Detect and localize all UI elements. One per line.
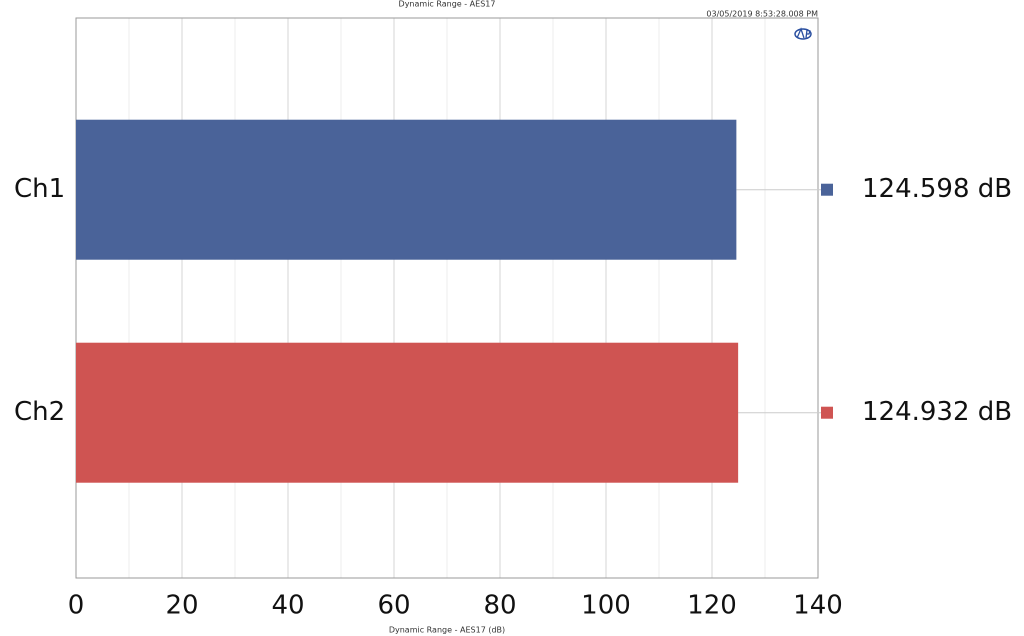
x-tick-label: 100 bbox=[581, 591, 631, 621]
logo-glyph bbox=[796, 27, 811, 39]
x-tick-label: 40 bbox=[271, 591, 304, 621]
logo-shape bbox=[794, 28, 812, 40]
legend-marker bbox=[821, 183, 833, 196]
x-tick-label: 60 bbox=[377, 591, 410, 621]
x-tick-label: 120 bbox=[687, 591, 737, 621]
chart-title: Dynamic Range - AES17 bbox=[399, 0, 496, 9]
value-label: 124.598 dB bbox=[862, 174, 1012, 204]
ap-logo bbox=[794, 27, 812, 40]
bar bbox=[76, 119, 737, 260]
y-tick-label: Ch2 bbox=[14, 397, 65, 427]
plot-frame bbox=[75, 17, 819, 579]
legend-marker bbox=[821, 406, 833, 419]
value-label: 124.932 dB bbox=[862, 397, 1012, 427]
bar bbox=[76, 342, 739, 483]
x-axis-label: Dynamic Range - AES17 (dB) bbox=[389, 626, 505, 635]
x-tick-label: 0 bbox=[68, 591, 85, 621]
x-tick-label: 20 bbox=[165, 591, 198, 621]
y-tick-label: Ch1 bbox=[14, 174, 65, 204]
x-tick-label: 80 bbox=[483, 591, 516, 621]
timestamp: 03/05/2019 8:53:28.008 PM bbox=[706, 10, 818, 19]
x-tick-label: 140 bbox=[793, 591, 843, 621]
